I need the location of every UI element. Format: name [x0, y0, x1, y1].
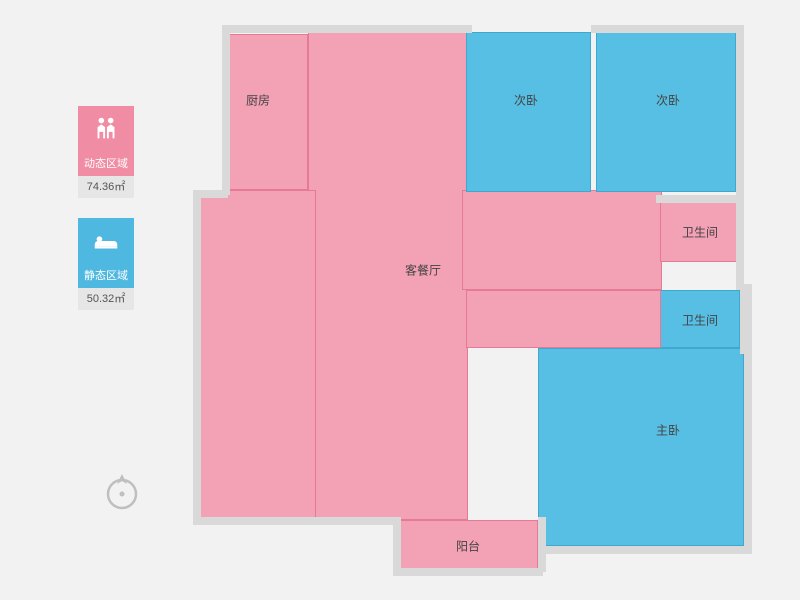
room-living	[308, 30, 468, 520]
wall-7	[193, 517, 398, 525]
room-living_ext	[198, 190, 316, 520]
sleep-icon	[78, 218, 134, 264]
room-master	[538, 348, 744, 546]
wall-5	[744, 348, 752, 548]
wall-6	[538, 546, 752, 554]
room-label-sec_bed2: 次卧	[656, 92, 680, 109]
room-sec_bed1	[466, 32, 591, 192]
wall-8	[193, 195, 201, 520]
wall-12	[736, 195, 744, 290]
room-corridor	[466, 290, 661, 348]
wall-9	[393, 517, 401, 572]
wall-14	[740, 284, 752, 354]
wall-10	[393, 568, 543, 576]
legend-static-label: 静态区域	[78, 264, 134, 288]
room-label-master: 主卧	[656, 422, 680, 439]
legend-dynamic: 动态区域 74.36㎡	[78, 106, 134, 198]
legend-dynamic-label: 动态区域	[78, 152, 134, 176]
room-kitchen	[228, 34, 308, 190]
people-icon	[78, 106, 134, 152]
room-living_r	[462, 190, 662, 290]
legend-dynamic-value: 74.36㎡	[78, 176, 134, 198]
wall-2	[222, 25, 472, 33]
room-sec_bed2	[596, 32, 736, 192]
wall-1	[222, 25, 230, 195]
room-label-living: 客餐厅	[405, 262, 441, 279]
room-label-kitchen: 厨房	[246, 92, 270, 109]
wall-11	[538, 517, 546, 572]
room-label-bath1: 卫生间	[682, 224, 718, 241]
floorplan: 厨房客餐厅次卧次卧卫生间卫生间主卧阳台	[198, 20, 758, 580]
wall-3	[591, 25, 741, 33]
legend-static-value: 50.32㎡	[78, 288, 134, 310]
wall-13	[656, 195, 741, 203]
legend-static: 静态区域 50.32㎡	[78, 218, 134, 310]
wall-4	[736, 25, 744, 195]
legend-panel: 动态区域 74.36㎡ 静态区域 50.32㎡	[78, 106, 138, 330]
room-label-sec_bed1: 次卧	[514, 92, 538, 109]
room-label-bath2: 卫生间	[682, 312, 718, 329]
room-label-balcony: 阳台	[456, 538, 480, 555]
compass-icon	[100, 470, 144, 519]
